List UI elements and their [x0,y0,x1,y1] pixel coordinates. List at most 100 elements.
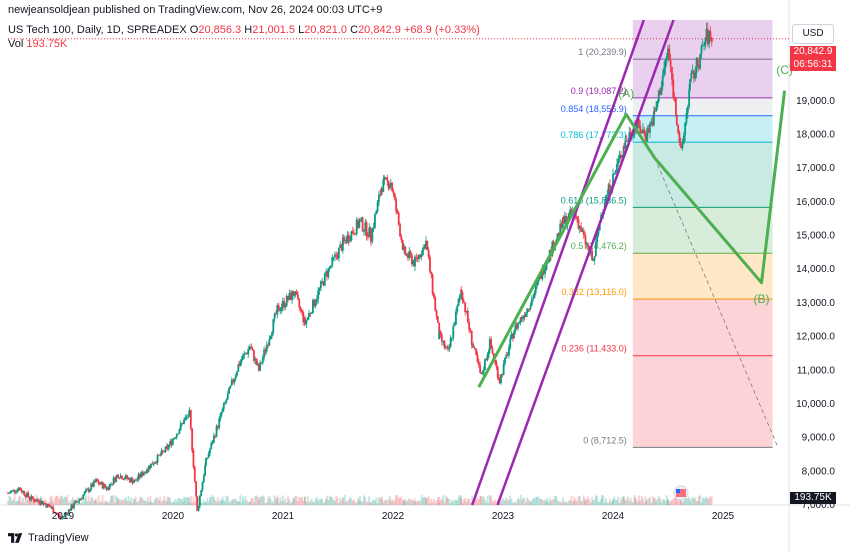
candle-body [20,490,23,493]
candle-body [221,409,224,413]
volume-bar [253,502,255,505]
volume-bar [165,501,168,505]
candle-body [347,234,350,242]
volume-bar [239,495,242,505]
candle-body [29,499,31,501]
candle-body [57,514,60,516]
candle-body [100,482,103,485]
candle-body [399,224,401,237]
volume-bar [150,501,152,505]
candle-body [700,45,703,55]
volume-bar [350,498,353,505]
candle-body [500,374,502,384]
candle-body [44,503,46,505]
volume-bar [574,499,577,505]
volume-bar [606,502,609,505]
volume-bar [214,500,217,505]
volume-bar [540,499,542,505]
volume-bar [125,497,127,505]
volume-bar [141,498,144,505]
volume-bar [705,496,708,505]
y-tick-label: 8,000.0 [802,466,836,477]
candle-body [591,250,593,261]
volume-bar [420,495,423,505]
volume-bar [340,500,343,505]
volume-bar [633,495,636,505]
volume-bar [230,500,233,505]
volume-bar [59,495,62,505]
candle-body [323,273,326,286]
candle-body [542,267,545,274]
candle-body [211,442,214,444]
volume-bar [327,500,330,505]
volume-bar [423,496,426,505]
volume-bar [167,496,170,505]
candle-body [335,254,338,257]
volume-bar [419,501,422,505]
volume-bar [133,499,136,505]
volume-bar [559,501,562,505]
candle-body [593,256,596,261]
volume-bar [594,495,597,505]
candle-body [40,500,42,505]
volume-bar [159,496,162,505]
volume-bar [691,496,694,505]
volume-bar [192,496,195,505]
volume-bar [26,499,28,505]
volume-bar [700,502,703,505]
brand-label: TradingView [28,532,89,544]
candle-body [472,344,475,348]
volume-bar [142,499,145,505]
candle-body [225,399,228,403]
volume-bar [611,500,614,505]
candle-body [609,184,611,194]
candle-body [267,345,269,346]
candle-body [351,231,354,234]
candle-body [229,385,232,388]
candle-body [703,45,705,47]
candle-body [201,482,204,491]
wave-label: (B) [754,292,770,306]
candle-body [486,354,489,361]
volume-bar [222,499,225,505]
volume-bar [74,501,77,505]
volume-bar [360,501,363,505]
volume-bar [73,499,75,505]
volume-bar [566,502,569,505]
candle-body [27,492,30,498]
volume-bar [211,495,214,505]
candle-body [305,320,308,325]
volume-bar [646,499,649,505]
candle-body [372,227,375,229]
tradingview-brand[interactable]: TradingView [8,532,89,544]
candle-body [308,313,310,318]
volume-bar [174,499,177,505]
candle-body [238,364,240,366]
volume-bar [294,495,297,505]
candle-body [49,505,52,508]
candle-body [465,310,468,313]
candle-body [479,365,482,373]
candle-body [584,234,586,237]
volume-bar [42,501,45,505]
volume-bar [353,499,355,505]
candle-body [107,487,110,490]
volume-bar [693,498,695,505]
volume-bar [191,501,194,505]
candle-body [462,301,465,303]
volume-bar [508,500,510,505]
volume-bar [435,500,438,505]
volume-bar [82,501,85,505]
currency-button[interactable]: USD [792,24,834,44]
volume-bar [455,500,457,505]
volume-bar [412,500,415,505]
volume-bar [657,495,660,505]
candle-body [271,332,273,337]
volume-bar [228,502,230,505]
candle-body [346,234,349,243]
volume-bar [236,500,238,505]
volume-bar [374,500,376,505]
volume-bar [314,498,317,505]
volume-bar [509,495,512,505]
us-flag-canton-icon [676,489,680,493]
